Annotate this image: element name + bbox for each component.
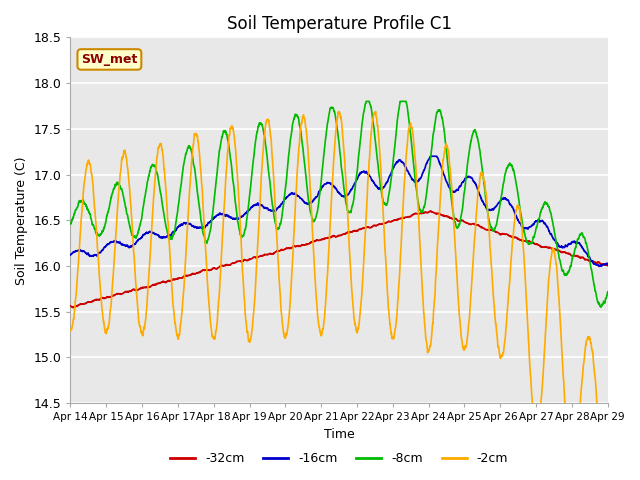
Text: SW_met: SW_met <box>81 53 138 66</box>
Legend: -32cm, -16cm, -8cm, -2cm: -32cm, -16cm, -8cm, -2cm <box>165 447 513 470</box>
Title: Soil Temperature Profile C1: Soil Temperature Profile C1 <box>227 15 452 33</box>
Y-axis label: Soil Temperature (C): Soil Temperature (C) <box>15 156 28 285</box>
X-axis label: Time: Time <box>324 428 355 441</box>
